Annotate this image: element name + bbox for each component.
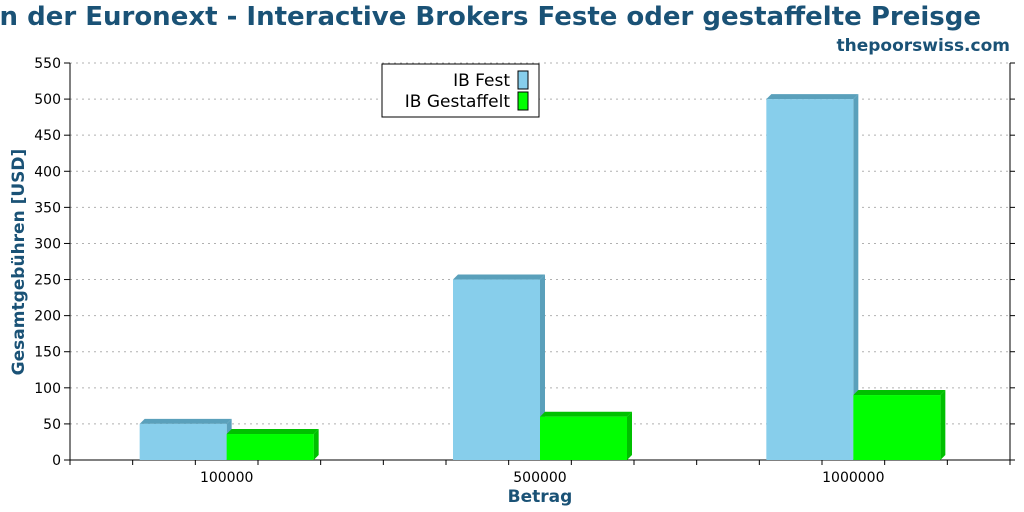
bar-top <box>226 429 319 435</box>
bar-front <box>226 434 314 460</box>
x-axis-title: Betrag <box>508 487 573 507</box>
x-tick-label: 1000000 <box>822 470 884 486</box>
tick-labels: 0 50 100 150 200 250 300 350 400 450 500 550 100000 5… <box>34 56 884 486</box>
bar-front <box>540 416 627 460</box>
bar-ib-fest-1000000 <box>766 94 859 460</box>
bar-ib-gestaffelt-500000 <box>540 411 632 460</box>
y-tick-label: 300 <box>34 236 61 252</box>
y-tick-label: 350 <box>34 200 61 216</box>
chart-title: an der Euronext - Interactive Brokers Fe… <box>0 2 981 32</box>
bar-ib-gestaffelt-1000000 <box>853 390 946 460</box>
y-tick-label: 0 <box>52 453 61 469</box>
bar-side <box>627 411 632 460</box>
bar-front <box>853 395 941 460</box>
legend: IB Fest IB Gestaffelt <box>381 63 540 118</box>
y-tick-label: 150 <box>34 345 61 361</box>
legend-label-ib-gestaffelt: IB Gestaffelt <box>405 92 511 112</box>
y-tick-label: 450 <box>34 128 61 144</box>
legend-box <box>381 63 540 118</box>
bar-top <box>139 418 232 424</box>
bar-side <box>853 94 859 460</box>
x-tick-label: 500000 <box>513 470 566 486</box>
y-tick-label: 400 <box>34 164 61 180</box>
bar-top <box>540 411 632 417</box>
legend-swatch-ib-fest <box>517 70 529 90</box>
legend-label-ib-fest: IB Fest <box>453 71 510 91</box>
x-tick-label: 100000 <box>200 470 253 486</box>
y-axis-title: Gesamtgebühren [USD] <box>9 149 29 376</box>
bar-ib-fest-100000 <box>139 418 232 460</box>
y-tick-label: 250 <box>34 273 61 289</box>
legend-swatch-ib-gestaffelt <box>517 91 529 111</box>
bar-top <box>453 274 545 280</box>
bar-front <box>139 423 227 460</box>
bars <box>139 94 946 460</box>
bar-side <box>940 390 946 460</box>
bar-side <box>313 429 319 460</box>
bar-front <box>453 279 540 460</box>
y-tick-label: 50 <box>43 417 61 433</box>
bar-top <box>853 390 946 396</box>
y-tick-label: 550 <box>34 56 61 72</box>
bar-ib-fest-500000 <box>453 274 545 460</box>
chart-subtitle: thepoorswiss.com <box>837 36 1011 56</box>
bar-front <box>766 99 854 460</box>
bar-top <box>766 94 859 100</box>
y-tick-label: 500 <box>34 92 61 108</box>
bar-ib-gestaffelt-100000 <box>226 429 319 460</box>
y-tick-label: 100 <box>34 381 61 397</box>
y-tick-label: 200 <box>34 309 61 325</box>
